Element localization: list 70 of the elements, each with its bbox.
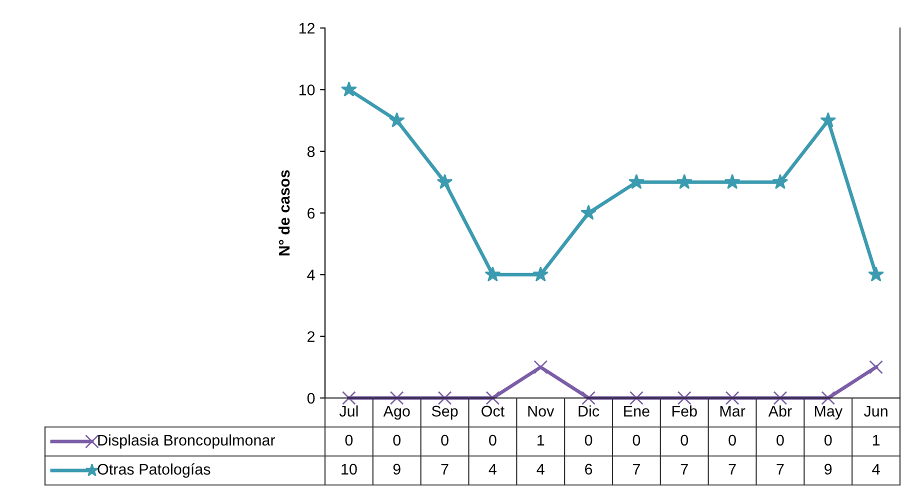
- y-tick-label: 6: [308, 208, 315, 219]
- x-tick-label: Jun: [864, 406, 888, 417]
- point: [869, 360, 883, 374]
- data-label: 6: [585, 464, 592, 475]
- x-tick-label: Oct: [482, 406, 504, 417]
- point: [820, 112, 836, 128]
- x-tick-label: Abr: [768, 405, 792, 417]
- point: [772, 174, 788, 190]
- point: [486, 391, 500, 405]
- point: [628, 174, 644, 190]
- data-label: 7: [728, 464, 736, 474]
- point: [436, 174, 453, 190]
- legend-label: Otras Patologías: [98, 463, 210, 478]
- point: [724, 174, 740, 190]
- point: [438, 391, 452, 405]
- point: [676, 174, 692, 190]
- y-tick-label: 4: [307, 270, 315, 280]
- point: [484, 266, 501, 282]
- data-label: 0: [776, 434, 784, 446]
- point: [390, 391, 404, 405]
- point: [677, 391, 692, 405]
- x-tick-label: Dic: [578, 405, 600, 417]
- data-label: 1: [538, 434, 544, 446]
- y-axis-title: N° de casos: [278, 170, 290, 256]
- point: [342, 391, 356, 405]
- x-tick-label: Jul: [339, 405, 358, 417]
- point: [821, 391, 836, 405]
- data-label: 0: [489, 434, 496, 446]
- data-label: 9: [824, 464, 832, 475]
- data-label: 0: [441, 434, 448, 446]
- data-label: 4: [872, 464, 880, 474]
- y-tick-label: 0: [307, 392, 315, 404]
- data-label: 1: [872, 434, 880, 446]
- point: [773, 391, 788, 405]
- data-label: 9: [393, 464, 400, 475]
- data-label: 0: [393, 434, 401, 446]
- x-tick-label: Nov: [528, 406, 554, 417]
- data-label: 4: [488, 464, 497, 474]
- x-tick-label: Feb: [672, 405, 697, 417]
- x-tick-label: Ago: [383, 406, 410, 420]
- point: [868, 266, 884, 282]
- point: [580, 204, 596, 220]
- legend-label: Displasia Broncopulmonar: [98, 434, 276, 449]
- point: [534, 360, 548, 374]
- x-tick-label: Mar: [720, 406, 746, 417]
- y-tick-label: 8: [307, 146, 315, 158]
- data-label: 0: [584, 434, 592, 446]
- y-tick-label: 12: [299, 22, 315, 34]
- point: [630, 391, 644, 405]
- data-label: 7: [441, 464, 448, 474]
- data-label: 4: [536, 464, 544, 474]
- data-label: 0: [680, 434, 688, 446]
- x-tick-label: Ene: [624, 406, 650, 417]
- data-label: 7: [632, 464, 640, 474]
- y-tick-label: 2: [308, 331, 315, 342]
- x-tick-label: Sep: [432, 406, 458, 420]
- data-label: 7: [680, 464, 688, 474]
- y-tick-label: 10: [299, 84, 315, 96]
- point: [341, 81, 357, 97]
- point: [388, 112, 405, 128]
- data-label: 0: [345, 434, 353, 446]
- data-label: 7: [776, 464, 784, 474]
- point: [725, 391, 740, 405]
- x-tick-label: May: [814, 406, 843, 420]
- data-label: 0: [824, 434, 832, 446]
- data-label: 0: [632, 434, 640, 446]
- point: [582, 391, 596, 405]
- data-label: 0: [728, 434, 736, 446]
- data-label: 10: [342, 464, 357, 475]
- point: [532, 266, 549, 282]
